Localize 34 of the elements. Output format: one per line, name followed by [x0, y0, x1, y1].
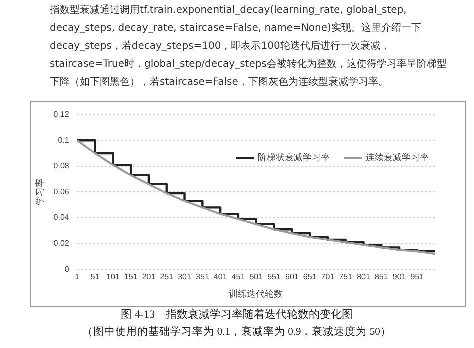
y-tick-label: 0.04 [54, 213, 70, 222]
text: （图中使用的基础学习率为 0.1，衰减率为 0.9，衰减速度为 50） [82, 325, 392, 339]
legend-label: 连续衰减学习率 [366, 152, 429, 164]
x-tick-label: 351 [196, 272, 210, 282]
x-tick-label: 51 [90, 272, 100, 282]
text: 指数型衰减通过调用tf.train.exponential_decay(learning_rate, global_step, decay_steps, decay_rate, staircase=False, name=None)实现。这里介绍一下decay_steps，若decay_steps=100，即表示100轮迭代后进行一次衰减，staircase=True时，global_step/decay_steps会被转化为整数，这使得学习率呈阶梯型下降（如下图黑色），若staircase=False，下图灰色为连续型衰减学习率。 [50, 4, 448, 90]
x-tick-label: 701 [321, 272, 336, 282]
x-tick-label: 301 [178, 272, 192, 282]
x-tick-label: 551 [268, 272, 282, 282]
x-tick-label: 751 [339, 272, 354, 282]
legend-label: 阶梯状衰减学习率 [258, 152, 330, 164]
x-tick-label: 451 [232, 272, 246, 282]
x-tick-label: 801 [357, 272, 371, 282]
text: 图 4-13 指数衰减学习率随着迭代轮数的变化图 [120, 308, 354, 322]
x-tick-label: 601 [285, 272, 300, 282]
y-axis-title: 学习率 [34, 178, 45, 206]
x-tick-label: 951 [410, 272, 425, 282]
x-tick-label: 201 [142, 272, 156, 282]
x-tick-label: 151 [124, 272, 138, 282]
y-tick-label: 0.02 [54, 239, 70, 248]
x-tick-label: 101 [106, 272, 120, 282]
x-tick-label: 501 [250, 272, 264, 282]
y-tick-label: 0 [64, 264, 70, 274]
y-tick-label: 0.08 [54, 162, 70, 171]
x-tick-label: 401 [214, 272, 228, 282]
x-axis-title: 训练迭代轮数 [229, 289, 284, 300]
x-tick-label: 651 [303, 272, 318, 282]
x-tick-label: 1 [75, 272, 80, 282]
x-tick-label: 901 [392, 272, 407, 282]
y-tick-label: 0.12 [54, 110, 70, 120]
x-tick-label: 251 [160, 272, 174, 282]
y-tick-label: 0.06 [54, 187, 70, 196]
y-tick-label: 0.1 [58, 136, 70, 145]
x-tick-label: 851 [374, 272, 389, 282]
